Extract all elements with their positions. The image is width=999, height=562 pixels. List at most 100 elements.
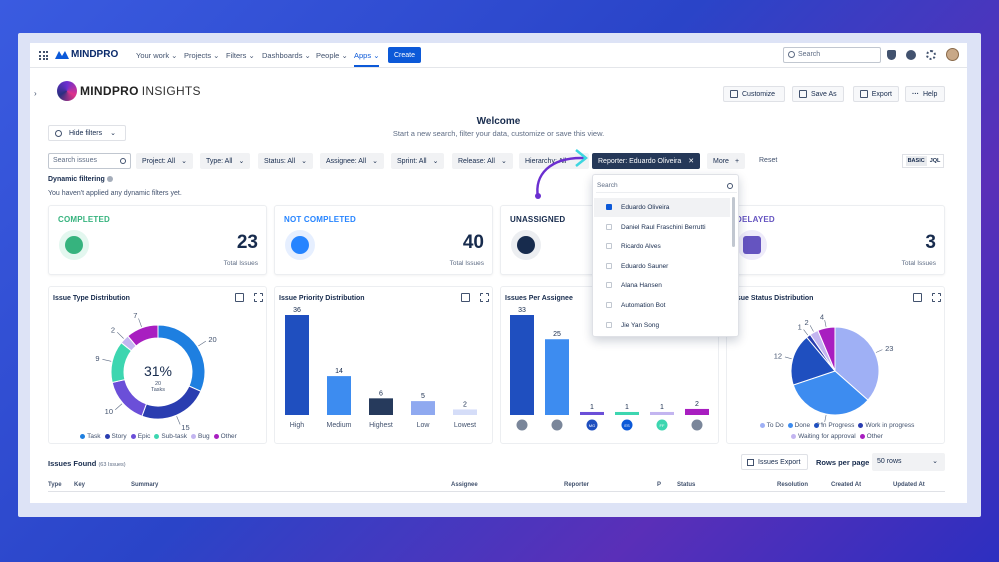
- filter-status[interactable]: Status: All ⌄: [258, 153, 314, 169]
- legend-item[interactable]: To Do: [759, 422, 784, 429]
- bar-value-label: 1: [660, 404, 664, 411]
- reset-button[interactable]: Reset: [759, 157, 778, 164]
- notifications-icon[interactable]: [887, 50, 896, 60]
- customize-button[interactable]: Customize: [723, 86, 785, 102]
- search-issues-input[interactable]: Search issues: [48, 153, 131, 169]
- checkbox[interactable]: [606, 282, 612, 289]
- open-external-icon[interactable]: [461, 293, 470, 302]
- settings-gear-icon[interactable]: [926, 50, 936, 60]
- col-reporter[interactable]: Reporter: [564, 482, 590, 488]
- jql-mode[interactable]: JQL: [929, 158, 941, 164]
- col-key[interactable]: Key: [74, 482, 86, 488]
- legend-swatch: [787, 423, 793, 428]
- col-status[interactable]: Status: [677, 482, 696, 488]
- col-type[interactable]: Type: [48, 482, 62, 488]
- reporter-option[interactable]: Eduardo Sauner: [594, 257, 730, 276]
- slice-value-label: 4: [820, 313, 824, 322]
- filter-sprint[interactable]: Sprint: All ⌄: [391, 153, 445, 169]
- col-summary[interactable]: Summary: [131, 482, 159, 488]
- nav-people[interactable]: People ⌄: [316, 51, 348, 60]
- checkbox[interactable]: [606, 321, 612, 328]
- search-icon: [120, 158, 126, 164]
- export-icon: [747, 459, 754, 466]
- open-external-icon[interactable]: [235, 293, 244, 302]
- nav-dashboards[interactable]: Dashboards ⌄: [262, 51, 311, 60]
- open-external-icon[interactable]: [913, 293, 922, 302]
- legend-item[interactable]: Waiting for approval: [791, 433, 856, 440]
- nav-filters[interactable]: Filters ⌄: [226, 51, 255, 60]
- col-updated-at[interactable]: Updated At: [893, 482, 925, 488]
- legend-item[interactable]: Bug: [191, 433, 210, 440]
- col-created-at[interactable]: Created At: [831, 482, 862, 488]
- issues-count: (63 Issues): [98, 462, 126, 468]
- hide-filters-button[interactable]: Hide filters ⌄: [48, 125, 126, 141]
- slice-leader-line: [115, 403, 123, 410]
- nav-your-work[interactable]: Your work ⌄: [136, 51, 178, 60]
- card-sub: Total Issues: [223, 260, 258, 267]
- filter-hierarchy[interactable]: Hierarchy: All: [519, 153, 589, 169]
- fullscreen-icon[interactable]: [254, 293, 263, 302]
- create-button[interactable]: Create: [388, 47, 421, 63]
- panel-issue-type: Issue Type Distribution 20 15 10 9 2 7 31% 20 Ta…: [48, 286, 267, 444]
- legend-item[interactable]: In Progress: [814, 422, 854, 429]
- app-switcher-icon[interactable]: [39, 51, 48, 60]
- filter-type[interactable]: Type: All ⌄: [200, 153, 251, 169]
- dropdown-search-input[interactable]: Search: [596, 179, 737, 193]
- basic-mode[interactable]: BASIC: [905, 156, 927, 166]
- close-icon[interactable]: ✕: [688, 158, 695, 165]
- fullscreen-icon[interactable]: [480, 293, 489, 302]
- checkbox[interactable]: [606, 302, 612, 308]
- card-completed: COMPLETED 23 Total Issues: [48, 205, 267, 275]
- reporter-option[interactable]: Ricardo Alves: [594, 237, 730, 256]
- checkbox[interactable]: [606, 204, 612, 210]
- fullscreen-icon[interactable]: [932, 293, 941, 302]
- col-priority[interactable]: P: [657, 482, 662, 488]
- legend-swatch: [213, 434, 219, 439]
- export-button[interactable]: Export: [853, 86, 899, 102]
- checkbox[interactable]: [606, 262, 612, 269]
- bar-category-label: High: [290, 422, 305, 429]
- slice-leader-line: [102, 359, 112, 362]
- legend-item[interactable]: Epic: [130, 433, 150, 440]
- legend-item[interactable]: Story: [104, 433, 127, 440]
- legend-item[interactable]: Other: [213, 433, 237, 440]
- reporter-option[interactable]: Jie Yan Song: [594, 316, 730, 335]
- user-avatar[interactable]: [946, 48, 959, 61]
- help-icon[interactable]: [906, 50, 916, 60]
- insights-logo: MINDPRO INSIGHTS: [54, 81, 201, 101]
- more-filters-button[interactable]: More +: [707, 153, 746, 169]
- reporter-option-label: Daniel Raul Fraschini Berrutti: [621, 223, 706, 231]
- mindpro-logo[interactable]: MINDPRO: [55, 49, 118, 60]
- col-resolution[interactable]: Resolution: [777, 482, 808, 488]
- nav-projects[interactable]: Projects ⌄: [184, 51, 220, 60]
- reporter-option[interactable]: Alana Hansen: [594, 276, 730, 295]
- col-assignee[interactable]: Assignee: [451, 482, 478, 488]
- filter-project[interactable]: Project: All ⌄: [136, 153, 193, 169]
- checkbox[interactable]: [606, 243, 612, 250]
- sidebar-toggle-chevron-icon[interactable]: ›: [34, 89, 37, 98]
- legend-item[interactable]: Done: [787, 422, 810, 429]
- nav-apps[interactable]: Apps ⌄: [354, 51, 380, 67]
- global-search-input[interactable]: Search: [783, 47, 881, 63]
- assignee-avatar: [586, 419, 598, 431]
- reporter-option[interactable]: Daniel Raul Fraschini Berrutti: [594, 218, 730, 237]
- dropdown-scrollbar[interactable]: [732, 197, 735, 247]
- checkbox[interactable]: [606, 223, 612, 230]
- filter-release[interactable]: Release: All ⌄: [452, 153, 513, 169]
- panel-title: Issues Per Assignee: [505, 295, 573, 302]
- panel-issue-status: Issue Status Distribution 23 21 12 1 2 4 To D…: [726, 286, 945, 444]
- filter-assignee[interactable]: Assignee: All ⌄: [320, 153, 384, 169]
- legend-item[interactable]: Sub-task: [154, 433, 187, 440]
- reporter-option[interactable]: Eduardo Oliveira: [594, 198, 730, 217]
- help-button[interactable]: ··· Help: [905, 86, 945, 102]
- legend-item[interactable]: Other: [859, 433, 883, 440]
- legend-item[interactable]: Work in progress: [858, 422, 914, 429]
- filter-reporter-active[interactable]: Reporter: Eduardo Oliveira ✕: [592, 153, 701, 169]
- query-mode-toggle[interactable]: BASIC JQL: [902, 154, 944, 168]
- slice-leader-line: [809, 325, 814, 332]
- issues-export-button[interactable]: Issues Export: [741, 454, 808, 470]
- save-as-button[interactable]: Save As: [792, 86, 844, 102]
- rows-per-page-select[interactable]: 50 rows ⌄: [872, 453, 945, 471]
- legend-item[interactable]: Task: [80, 433, 101, 440]
- reporter-option[interactable]: Automation Bot: [594, 296, 730, 315]
